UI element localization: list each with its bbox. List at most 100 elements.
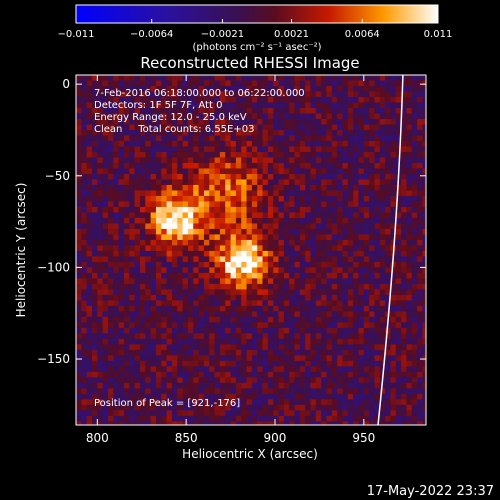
heatmap-cell	[305, 146, 311, 153]
heatmap-cell	[251, 107, 258, 114]
heatmap-cell	[81, 223, 88, 230]
heatmap-cell	[385, 256, 391, 263]
heatmap-cell	[305, 190, 311, 197]
heatmap-cell	[411, 333, 418, 340]
y-tick-label: −100	[37, 260, 70, 274]
heatmap-cell	[363, 316, 370, 323]
heatmap-cell	[225, 256, 231, 263]
heatmap-cell	[331, 184, 338, 191]
heatmap-cell	[118, 377, 125, 384]
heatmap-cell	[187, 107, 194, 114]
heatmap-cell	[257, 278, 263, 285]
heatmap-cell	[113, 195, 120, 202]
heatmap-cell	[374, 151, 381, 158]
heatmap-cell	[273, 261, 279, 268]
heatmap-cell	[422, 338, 426, 345]
heatmap-cell	[374, 85, 381, 92]
heatmap-cell	[278, 261, 285, 268]
plot-frame	[75, 74, 427, 426]
heatmap-cell	[177, 261, 183, 268]
heatmap-cell	[246, 250, 253, 257]
heatmap-cell	[91, 404, 98, 411]
heatmap-cell	[91, 228, 98, 235]
heatmap-cell	[76, 393, 82, 400]
heatmap-cell	[395, 410, 402, 417]
heatmap-cell	[81, 250, 88, 257]
heatmap-cell	[401, 173, 407, 180]
heatmap-cell	[278, 278, 285, 285]
heatmap-cell	[411, 349, 418, 356]
heatmap-cell	[225, 344, 231, 351]
heatmap-cell	[129, 201, 136, 208]
heatmap-cell	[315, 201, 322, 208]
heatmap-cell	[395, 234, 402, 241]
heatmap-cell	[294, 75, 301, 81]
heatmap-cell	[139, 157, 146, 164]
heatmap-cell	[129, 382, 136, 389]
heatmap-cell	[203, 217, 210, 224]
heatmap-cell	[358, 239, 365, 246]
heatmap-cell	[273, 344, 279, 351]
heatmap-cell	[385, 371, 391, 378]
heatmap-cell	[113, 294, 120, 301]
heatmap-cell	[193, 80, 199, 87]
heatmap-cell	[385, 75, 391, 81]
heatmap-cell	[177, 377, 183, 384]
heatmap-cell	[182, 151, 189, 158]
heatmap-cell	[230, 179, 237, 186]
heatmap-cell	[369, 113, 375, 120]
heatmap-cell	[171, 173, 178, 180]
heatmap-cell	[353, 300, 359, 307]
heatmap-cell	[145, 349, 152, 356]
heatmap-cell	[417, 393, 423, 400]
heatmap-cell	[102, 201, 109, 208]
y-axis-label: Heliocentric Y (arcsec)	[14, 183, 28, 318]
heatmap-cell	[395, 283, 402, 290]
heatmap-cell	[209, 168, 215, 175]
heatmap-cell	[305, 173, 311, 180]
heatmap-cell	[241, 96, 247, 103]
heatmap-cell	[417, 217, 423, 224]
heatmap-cell	[187, 404, 194, 411]
heatmap-cell	[395, 80, 402, 87]
heatmap-cell	[262, 388, 269, 395]
heatmap-cell	[235, 393, 242, 400]
heatmap-cell	[225, 140, 231, 147]
heatmap-cell	[139, 85, 146, 92]
heatmap-cell	[145, 415, 152, 422]
heatmap-cell	[251, 129, 258, 136]
heatmap-cell	[422, 179, 426, 186]
heatmap-cell	[310, 289, 317, 296]
heatmap-cell	[369, 415, 375, 422]
heatmap-cell	[406, 377, 413, 384]
heatmap-cell	[374, 113, 381, 120]
heatmap-cell	[187, 223, 194, 230]
heatmap-cell	[161, 234, 168, 241]
heatmap-cell	[123, 305, 130, 312]
heatmap-cell	[267, 168, 274, 175]
heatmap-cell	[353, 146, 359, 153]
heatmap-cell	[177, 250, 183, 257]
heatmap-cell	[187, 316, 194, 323]
heatmap-cell	[230, 96, 237, 103]
heatmap-cell	[139, 322, 146, 329]
heatmap-cell	[315, 322, 322, 329]
heatmap-cell	[209, 107, 215, 114]
heatmap-cell	[187, 113, 194, 120]
heatmap-cell	[278, 173, 285, 180]
heatmap-cell	[305, 118, 311, 125]
heatmap-cell	[363, 267, 370, 274]
heatmap-cell	[342, 91, 349, 98]
heatmap-cell	[294, 371, 301, 378]
heatmap-cell	[289, 382, 295, 389]
heatmap-cell	[278, 124, 285, 131]
heatmap-cell	[369, 311, 375, 318]
heatmap-cell	[321, 349, 327, 356]
heatmap-cell	[129, 355, 136, 362]
heatmap-cell	[390, 102, 397, 109]
heatmap-cell	[342, 168, 349, 175]
heatmap-cell	[214, 410, 221, 417]
heatmap-cell	[86, 272, 93, 279]
heatmap-cell	[150, 393, 157, 400]
heatmap-cell	[219, 283, 226, 290]
